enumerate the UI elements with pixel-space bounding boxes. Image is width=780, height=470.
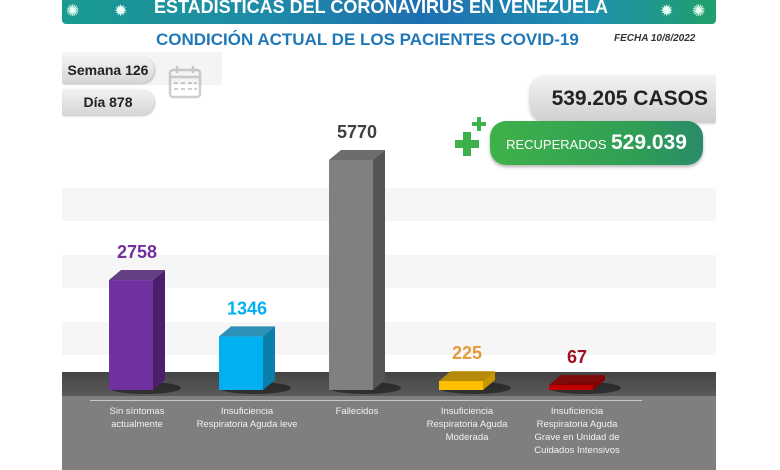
- medical-cross-icon: [472, 117, 486, 131]
- calendar-icon: [168, 66, 202, 99]
- background-band: [62, 255, 716, 288]
- background-band: [62, 322, 716, 355]
- bar-side: [593, 375, 605, 390]
- x-tick-label: Insuficiencia Respiratoria Aguda Grave e…: [534, 406, 620, 456]
- bar-top: [109, 270, 165, 281]
- infographic: ✺ ✹ ESTADÍSTICAS DEL CORONAVIRUS EN VENE…: [62, 0, 716, 470]
- total-cases-badge: 539.205 CASOS: [530, 76, 716, 122]
- background-band: [62, 188, 716, 221]
- bar-front: [549, 385, 593, 390]
- chart-title: CONDICIÓN ACTUAL DE LOS PACIENTES COVID-…: [156, 30, 579, 49]
- chart-floor-top: [62, 372, 716, 396]
- bar-front: [219, 336, 263, 390]
- bar: [219, 326, 291, 394]
- bar-chart: 2758 1346 5770 225 67: [109, 122, 621, 394]
- data-label: 5770: [337, 122, 377, 142]
- date-label: FECHA 10/8/2022: [614, 33, 696, 44]
- bar-top: [549, 375, 605, 385]
- medical-cross-icon: [455, 132, 479, 156]
- bar: [549, 375, 621, 394]
- week-badge: Semana 126: [62, 57, 154, 83]
- bar-front: [109, 280, 153, 390]
- virus-icon: ✺: [66, 3, 80, 20]
- virus-icon: ✺: [692, 3, 706, 20]
- day-badge: Día 878: [62, 89, 154, 115]
- axis-line: [90, 400, 642, 401]
- bar-side: [483, 371, 495, 390]
- data-label: 225: [452, 343, 482, 363]
- bar-front: [439, 381, 483, 390]
- banner-title: ESTADÍSTICAS DEL CORONAVIRUS EN VENEZUEL…: [154, 0, 609, 17]
- data-label: 67: [567, 347, 587, 367]
- recovered-label: RECUPERADOS: [506, 137, 607, 152]
- bar-top: [219, 326, 275, 337]
- bar-front: [329, 160, 373, 390]
- x-tick-label: Insuficiencia Respiratoria Aguda Moderad…: [426, 406, 508, 443]
- bar-side: [373, 150, 385, 390]
- bar: [109, 270, 181, 394]
- x-tick-label: Insuficiencia Respiratoria Aguda leve: [196, 406, 298, 430]
- header-banner: ✺ ✹ ESTADÍSTICAS DEL CORONAVIRUS EN VENE…: [62, 0, 716, 24]
- data-label: 1346: [227, 298, 267, 318]
- x-tick-label: Fallecidos: [335, 406, 379, 417]
- data-label: 2758: [117, 242, 157, 262]
- virus-icon: ✹: [114, 3, 128, 20]
- virus-icon: ✹: [660, 3, 674, 20]
- bar-side: [153, 270, 165, 390]
- recovered-badge: RECUPERADOS 529.039: [490, 121, 703, 165]
- bar-top: [439, 371, 495, 382]
- x-tick-label: Sin síntomas actualmente: [109, 406, 165, 430]
- bar-side: [263, 326, 275, 390]
- bar: [329, 150, 401, 394]
- bar-top: [329, 150, 385, 160]
- bar: [439, 371, 511, 394]
- recovered-value: 529.039: [610, 131, 687, 154]
